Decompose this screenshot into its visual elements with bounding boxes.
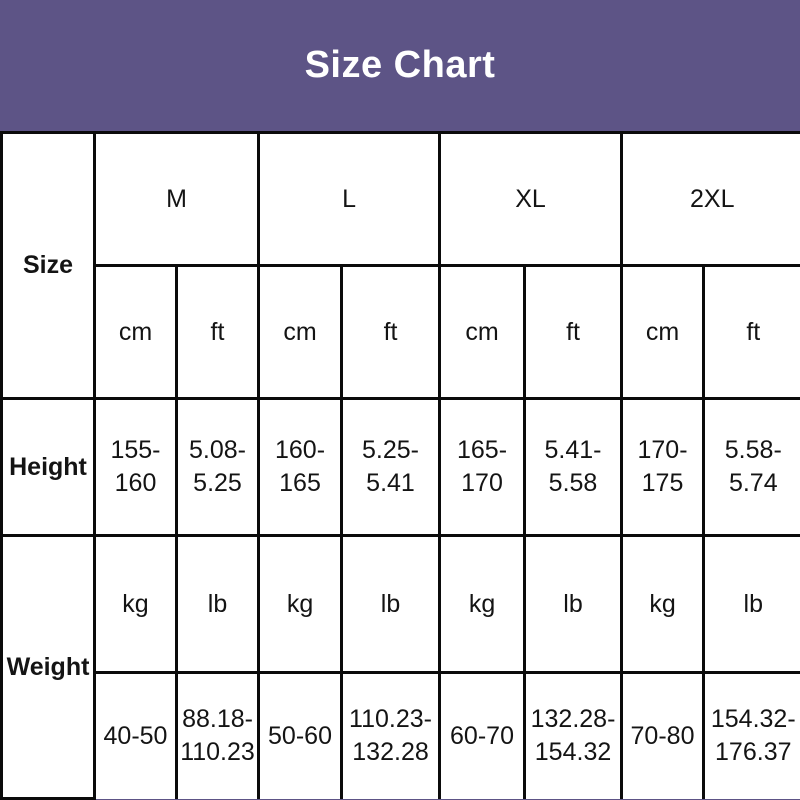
title-bar: Size Chart bbox=[0, 0, 800, 131]
page-title: Size Chart bbox=[304, 44, 496, 86]
height-value-l-cm: 160- 165 bbox=[257, 397, 344, 537]
weight-value-m-kg: 40-50 bbox=[93, 671, 178, 799]
weight-value-2xl-kg: 70-80 bbox=[620, 671, 706, 799]
unit-cell-xl-kg: kg bbox=[438, 534, 527, 674]
size-header-xl: XL bbox=[438, 131, 624, 267]
unit-cell-xl-ft: ft bbox=[523, 264, 624, 400]
table-row-weight-values: 40-50 88.18- 110.23 50-60 110.23- 132.28… bbox=[2, 671, 800, 799]
height-value-2xl-ft: 5.58- 5.74 bbox=[702, 397, 800, 537]
unit-cell-xl-cm: cm bbox=[438, 264, 527, 400]
unit-cell-m-ft: ft bbox=[174, 264, 261, 400]
weight-value-l-lb: 110.23- 132.28 bbox=[340, 671, 442, 799]
unit-cell-l-kg: kg bbox=[257, 534, 344, 674]
unit-cell-m-kg: kg bbox=[93, 534, 178, 674]
unit-cell-m-lb: lb bbox=[174, 534, 261, 674]
height-value-2xl-cm: 170- 175 bbox=[620, 397, 706, 537]
size-header-l: L bbox=[257, 131, 442, 267]
table-row-height-values: Height 155- 160 5.08- 5.25 160- 165 5.25… bbox=[0, 397, 800, 537]
unit-cell-2xl-lb: lb bbox=[702, 534, 800, 674]
unit-cell-2xl-kg: kg bbox=[620, 534, 706, 674]
row-label-size: Size bbox=[0, 131, 96, 400]
height-value-xl-ft: 5.41- 5.58 bbox=[523, 397, 624, 537]
weight-value-m-lb: 88.18- 110.23 bbox=[174, 671, 261, 799]
size-header-2xl: 2XL bbox=[620, 131, 800, 267]
table-row-size-headers: Size M L XL 2XL bbox=[0, 131, 800, 400]
unit-cell-m-cm: cm bbox=[93, 264, 178, 400]
height-value-m-ft: 5.08- 5.25 bbox=[174, 397, 261, 537]
row-label-height: Height bbox=[0, 397, 96, 537]
row-label-weight: Weight bbox=[0, 534, 96, 800]
unit-cell-2xl-cm: cm bbox=[620, 264, 706, 400]
unit-cell-2xl-ft: ft bbox=[702, 264, 800, 400]
weight-value-2xl-lb: 154.32- 176.37 bbox=[702, 671, 800, 799]
height-value-l-ft: 5.25- 5.41 bbox=[340, 397, 442, 537]
unit-cell-xl-lb: lb bbox=[523, 534, 624, 674]
size-chart-table: Size M L XL 2XL cm ft cm ft cm ft cm ft … bbox=[0, 131, 800, 800]
weight-value-xl-kg: 60-70 bbox=[438, 671, 527, 799]
weight-value-l-kg: 50-60 bbox=[257, 671, 344, 799]
height-value-xl-cm: 165- 170 bbox=[438, 397, 527, 537]
unit-cell-l-lb: lb bbox=[340, 534, 442, 674]
height-value-m-cm: 155- 160 bbox=[93, 397, 178, 537]
weight-value-xl-lb: 132.28- 154.32 bbox=[523, 671, 624, 799]
unit-cell-l-ft: ft bbox=[340, 264, 442, 400]
table-row-height-units: cm ft cm ft cm ft cm ft bbox=[2, 264, 800, 400]
size-header-m: M bbox=[92, 131, 261, 267]
table-row-weight-units: Weight kg lb kg lb kg lb kg lb bbox=[0, 534, 800, 800]
unit-cell-l-cm: cm bbox=[257, 264, 344, 400]
